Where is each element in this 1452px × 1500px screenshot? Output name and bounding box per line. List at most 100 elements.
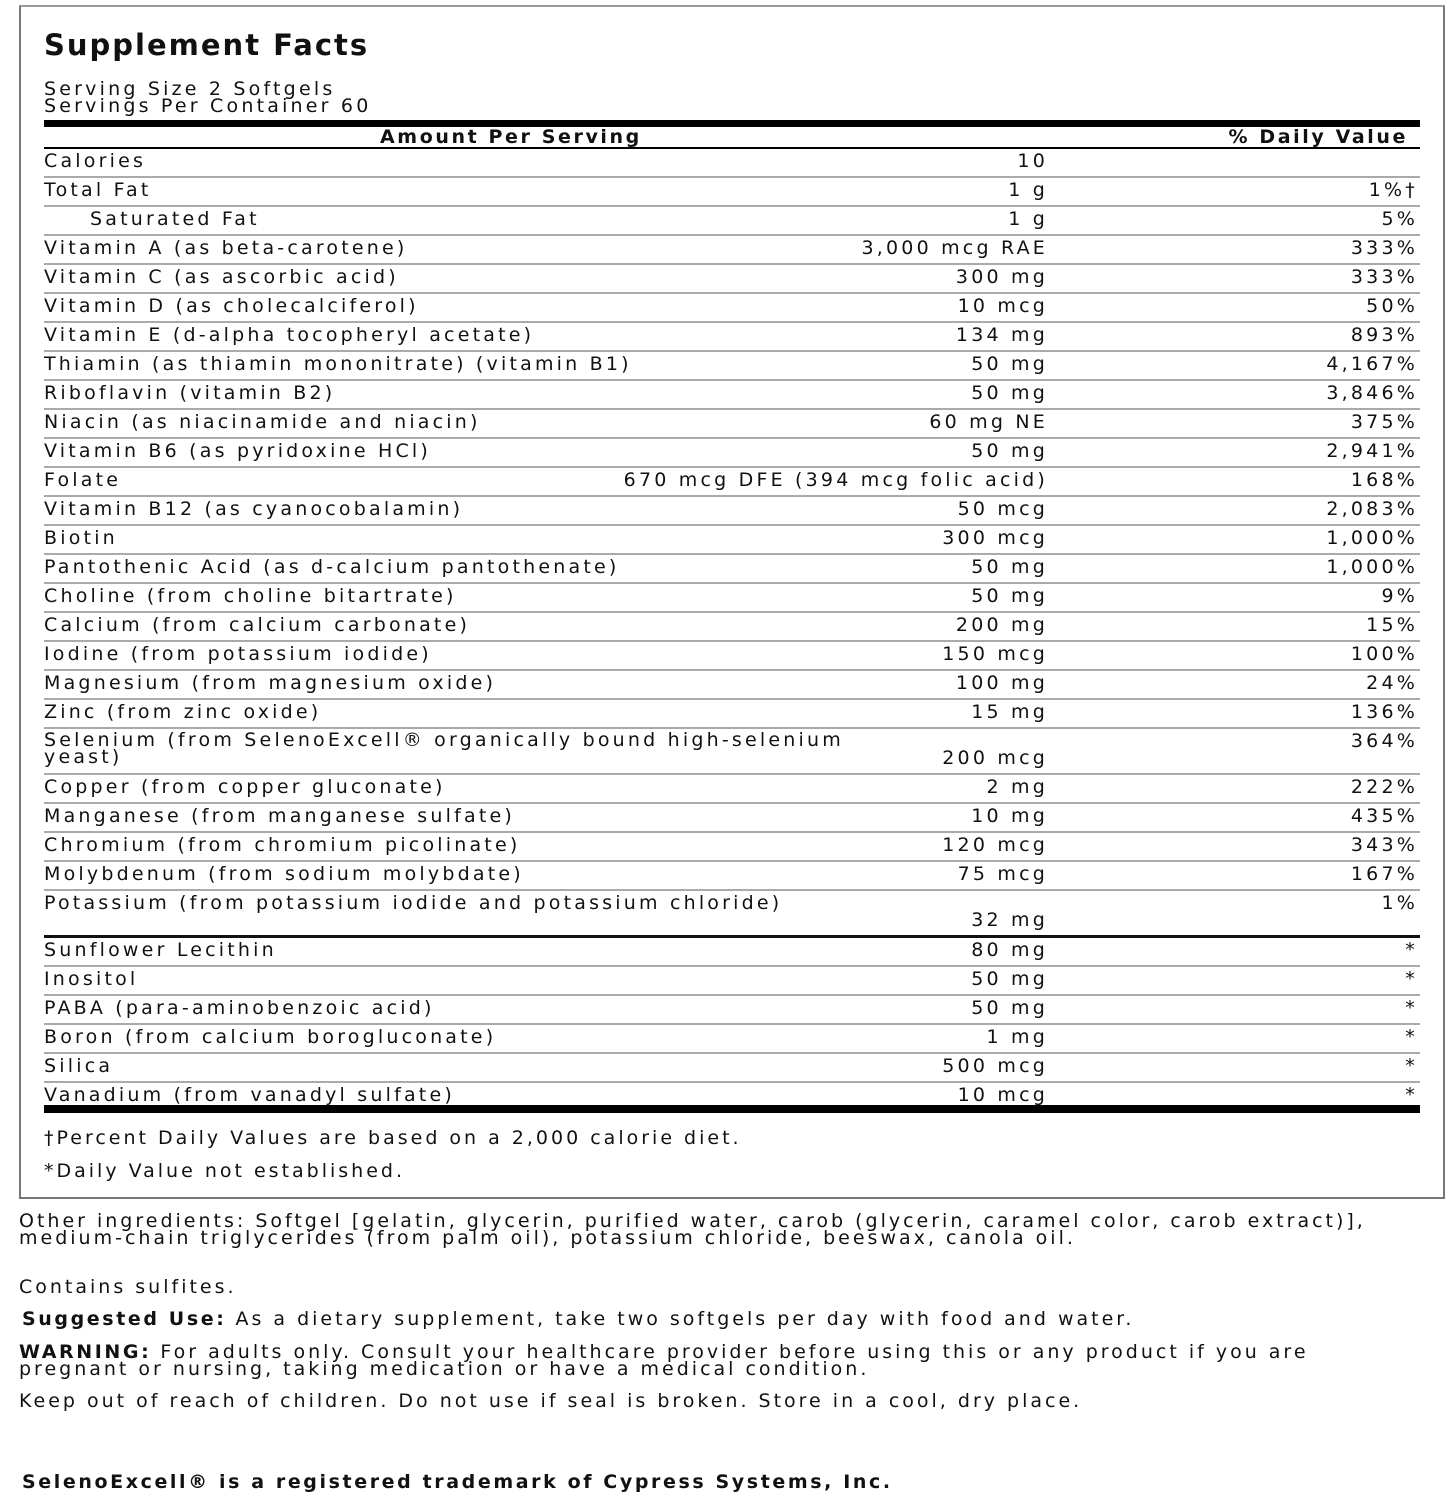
nutrient-amount: 134 mg [955,324,1048,346]
nutrient-name: Boron (from calcium borogluconate) [44,1026,497,1048]
nutrient-daily-value: * [1405,968,1418,990]
nutrient-amount: 50 mcg [957,498,1048,520]
warning-text: For adults only. Consult your healthcare… [19,1341,1309,1380]
nutrient-row: Riboflavin (vitamin B2) 50 mg 3,846% [44,381,1420,410]
nutrient-name: Copper (from copper gluconate) [44,776,446,798]
nutrient-daily-value: 1,000% [1326,556,1418,578]
nutrient-name: Vitamin A (as beta-carotene) [44,237,408,259]
nutrient-row: Magnesium (from magnesium oxide) 100 mg 24… [44,671,1420,700]
nutrient-amount: 50 mg [971,440,1048,462]
nutrient-row: Copper (from copper gluconate) 2 mg 222% [44,775,1420,804]
nutrient-name: Molybdenum (from sodium molybdate) [44,863,524,885]
nutrient-daily-value: * [1405,939,1418,961]
nutrient-amount: 50 mg [971,556,1048,578]
supplement-facts-panel [19,5,1445,1199]
nutrient-daily-value: 2,941% [1326,440,1418,462]
nutrient-daily-value: 3,846% [1326,382,1418,404]
nutrient-amount: 1 g [1008,208,1048,230]
nutrient-daily-value: 100% [1350,643,1418,665]
footnote-dagger: †Percent Daily Values are based on a 2,0… [44,1127,742,1149]
nutrient-table: Calories 10 Total Fat 1 g 1%† Saturated Fat 1 … [44,149,1420,1110]
nutrient-row: Selenium (from SelenoExcell® organically… [44,729,1420,775]
nutrient-row: Choline (from choline bitartrate) 50 mg 9% [44,584,1420,613]
nutrient-amount: 2 mg [986,776,1048,798]
nutrient-row: Molybdenum (from sodium molybdate) 75 mcg… [44,862,1420,891]
nutrient-daily-value: 1%† [1368,179,1418,201]
nutrient-amount: 32 mg [971,909,1048,931]
nutrient-row: Thiamin (as thiamin mononitrate) (vitami… [44,352,1420,381]
nutrient-daily-value: 50% [1366,295,1418,317]
nutrient-row: Niacin (as niacinamide and niacin) 60 mg … [44,410,1420,439]
footnote-asterisk: *Daily Value not established. [44,1160,406,1182]
nutrient-amount: 200 mg [955,614,1048,636]
nutrient-name: Vitamin C (as ascorbic acid) [44,266,399,288]
nutrient-row: Vitamin E (d-alpha tocopheryl acetate) 13… [44,323,1420,352]
nutrient-amount: 60 mg NE [929,411,1048,433]
nutrient-amount: 50 mg [971,382,1048,404]
nutrient-row: Saturated Fat 1 g 5% [44,207,1420,236]
nutrient-daily-value: 375% [1350,411,1418,433]
nutrient-amount: 300 mg [955,266,1048,288]
nutrient-daily-value: 333% [1350,266,1418,288]
nutrient-amount: 200 mcg [942,747,1048,769]
nutrient-daily-value: 1% [1381,892,1418,914]
nutrient-amount: 500 mcg [942,1055,1048,1077]
nutrient-name: Vitamin B12 (as cyanocobalamin) [44,498,464,520]
header-daily-value: % Daily Value [1228,126,1408,148]
nutrient-name: Saturated Fat [90,208,260,230]
suggested-use-label: Suggested Use: [22,1308,227,1330]
nutrient-name: Thiamin (as thiamin mononitrate) (vitami… [44,353,632,375]
nutrient-name: Zinc (from zinc oxide) [44,701,322,723]
nutrient-daily-value: 168% [1350,469,1418,491]
nutrient-row: Calcium (from calcium carbonate) 200 mg 15… [44,613,1420,642]
nutrient-amount: 15 mg [971,701,1048,723]
nutrient-amount: 50 mg [971,585,1048,607]
nutrient-row: Boron (from calcium borogluconate) 1 mg * [44,1025,1420,1054]
nutrient-row: Vitamin C (as ascorbic acid) 300 mg 333% [44,265,1420,294]
nutrient-amount: 80 mg [971,939,1048,961]
nutrient-daily-value: 364% [1350,730,1418,752]
nutrient-amount: 150 mcg [942,643,1048,665]
nutrient-daily-value: 136% [1350,701,1418,723]
nutrient-amount: 300 mcg [942,527,1048,549]
nutrient-name: Vitamin D (as cholecalciferol) [44,295,419,317]
nutrient-name: Calcium (from calcium carbonate) [44,614,471,636]
suggested-use: Suggested Use: As a dietary supplement, … [22,1308,1452,1330]
nutrient-daily-value: 5% [1381,208,1418,230]
nutrient-name: Magnesium (from magnesium oxide) [44,672,497,694]
nutrient-amount: 10 [1017,150,1048,172]
nutrient-daily-value: 893% [1350,324,1418,346]
nutrient-name: Sunflower Lecithin [44,939,277,961]
contains-sulfites: Contains sulfites. [19,1276,237,1298]
nutrient-name: PABA (para-aminobenzoic acid) [44,997,435,1019]
nutrient-name: Pantothenic Acid (as d-calcium pantothen… [44,556,620,578]
warning-label: WARNING: [19,1341,152,1363]
other-ingredients: Other ingredients: Softgel [gelatin, gly… [19,1210,1366,1249]
nutrient-name: Folate [44,469,122,491]
nutrient-row: Potassium (from potassium iodide and pot… [44,891,1420,938]
nutrient-amount: 3,000 mcg RAE [861,237,1048,259]
nutrient-row: Calories 10 [44,149,1420,178]
nutrient-name: Inositol [44,968,139,990]
nutrient-amount: 100 mg [955,672,1048,694]
nutrient-name: Niacin (as niacinamide and niacin) [44,411,481,433]
suggested-use-text: As a dietary supplement, take two softge… [226,1308,1135,1330]
nutrient-row: Vitamin D (as cholecalciferol) 10 mcg 50% [44,294,1420,323]
nutrient-amount: 10 mg [971,805,1048,827]
serving-size: Serving Size 2 Softgels [44,78,336,100]
nutrient-amount: 670 mcg DFE (394 mcg folic acid) [623,469,1048,491]
nutrient-amount: 50 mg [971,997,1048,1019]
nutrient-row: Zinc (from zinc oxide) 15 mg 136% [44,700,1420,729]
storage-note: Keep out of reach of children. Do not us… [19,1390,1083,1412]
nutrient-daily-value: 167% [1350,863,1418,885]
nutrient-daily-value: 9% [1381,585,1418,607]
nutrient-daily-value: 15% [1366,614,1418,636]
nutrient-name: Riboflavin (vitamin B2) [44,382,336,404]
nutrient-name: Choline (from choline bitartrate) [44,585,457,607]
nutrient-name: Manganese (from manganese sulfate) [44,805,515,827]
nutrient-row: Total Fat 1 g 1%† [44,178,1420,207]
servings-per-container: Servings Per Container 60 [44,95,372,117]
nutrient-daily-value: * [1405,1026,1418,1048]
panel-title: Supplement Facts [44,28,370,62]
nutrient-amount: 1 g [1008,179,1048,201]
